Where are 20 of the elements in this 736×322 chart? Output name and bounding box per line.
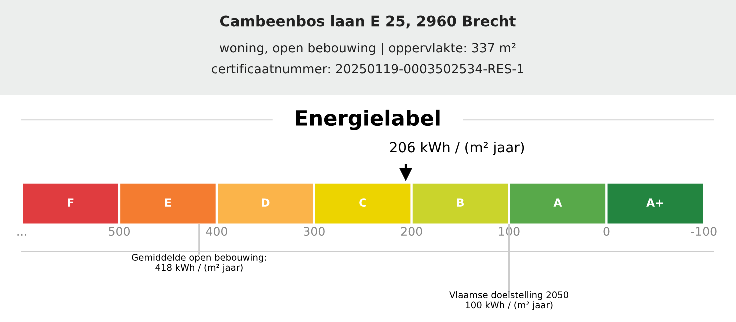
ref-line-label: 206 kWh / (m² jaar) xyxy=(390,142,524,156)
series-label: B xyxy=(457,198,464,207)
series-label: D xyxy=(262,198,270,207)
x-tick-label: 400 xyxy=(206,227,228,236)
x-tick-label: 500 xyxy=(109,227,130,236)
x-tick-label: ... xyxy=(18,234,26,236)
series-label: F xyxy=(68,198,74,207)
series-label: C xyxy=(360,198,366,208)
series-label: E xyxy=(165,198,172,207)
x-tick-label: 200 xyxy=(401,227,422,236)
chart-title: Cambeenbos laan E 25, 2960 Brecht xyxy=(220,15,516,29)
series-label: A xyxy=(554,198,562,207)
x-tick-label: -100 xyxy=(691,227,717,236)
chart-subtitle: woning, open bebouwing | oppervlakte: 337 m² certificaatnummer: 20250119-0003502534-RES-1 xyxy=(212,42,524,74)
text: Energielabel xyxy=(296,110,440,130)
series-label: A+ xyxy=(646,198,664,207)
ref-line-label: Gemiddelde open bebouwing: 418 kWh / (m² jaar) xyxy=(132,254,266,273)
x-tick-label: 300 xyxy=(304,227,325,236)
x-tick-label: 0 xyxy=(604,227,610,236)
ref-line-label: Vlaamse doelstelling 2050 100 kWh / (m² jaar) xyxy=(450,292,568,310)
